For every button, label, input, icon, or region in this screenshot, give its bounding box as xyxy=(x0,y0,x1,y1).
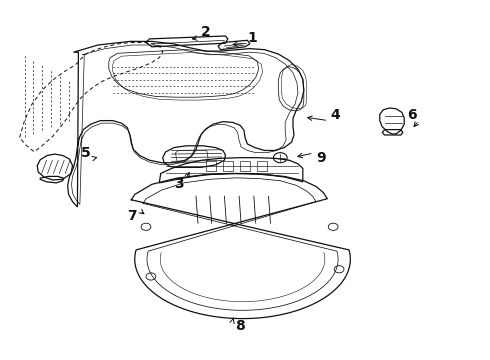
Text: 2: 2 xyxy=(201,26,211,39)
Text: 3: 3 xyxy=(174,177,184,190)
Text: 7: 7 xyxy=(127,209,137,223)
Text: 5: 5 xyxy=(81,146,91,160)
Text: 6: 6 xyxy=(407,108,416,122)
Text: 8: 8 xyxy=(235,319,245,333)
Text: 9: 9 xyxy=(316,152,326,165)
Text: 1: 1 xyxy=(247,31,257,45)
Text: 4: 4 xyxy=(331,108,341,122)
